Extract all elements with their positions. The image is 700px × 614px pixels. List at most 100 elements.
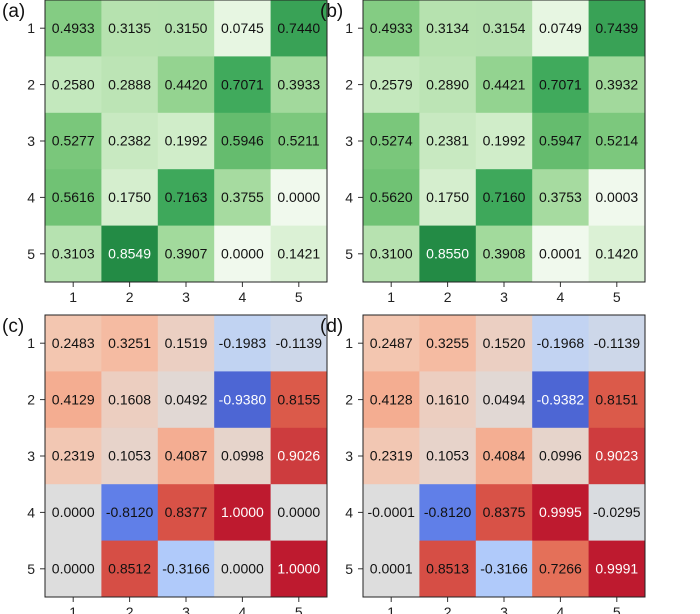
cell-value-label: 0.4087 — [165, 448, 208, 464]
heatmap-cell — [419, 56, 477, 114]
panel-label: (d) — [320, 316, 343, 337]
x-tick-label: 4 — [557, 289, 565, 305]
heatmap-cell — [363, 0, 420, 57]
cell-value-label: 0.2579 — [370, 76, 413, 92]
heatmap-cell — [475, 371, 533, 429]
cell-value-label: 0.3135 — [108, 20, 151, 36]
heatmap-frame — [44, 314, 328, 598]
heatmap-cell — [101, 484, 159, 542]
x-tick-label: 1 — [387, 289, 395, 305]
heatmap-frame — [44, 0, 328, 283]
heatmap-cell — [588, 225, 646, 283]
cell-value-label: 0.0494 — [483, 391, 526, 407]
heatmap-frame — [362, 0, 646, 283]
heatmap-cell — [214, 315, 272, 372]
heatmap-cell — [157, 371, 215, 429]
cell-value-label: 0.7160 — [483, 189, 526, 205]
cell-value-label: 0.4128 — [370, 391, 413, 407]
cell-value-label: 0.1053 — [108, 448, 151, 464]
cell-value-label: 0.1053 — [426, 448, 469, 464]
panel-label: (a) — [2, 1, 25, 22]
y-tick-label: 4 — [27, 189, 35, 205]
heatmap-cell — [270, 225, 328, 283]
heatmap-cell — [157, 225, 215, 283]
heatmap-cell — [45, 315, 102, 372]
heatmap-cell — [419, 169, 477, 227]
cell-value-label: 0.0000 — [277, 189, 320, 205]
heatmap-cell — [214, 371, 272, 429]
heatmap-cell — [45, 56, 102, 114]
heatmap-cell — [475, 112, 533, 170]
x-tick-label: 2 — [444, 289, 452, 305]
heatmap-cell — [101, 56, 159, 114]
cell-value-label: -0.8120 — [106, 504, 154, 520]
heatmap-cell — [214, 484, 272, 542]
heatmap-cell — [270, 371, 328, 429]
heatmap-cell — [101, 540, 159, 598]
cell-value-label: 1.0000 — [277, 561, 320, 577]
y-tick-label: 5 — [345, 561, 353, 577]
cell-value-label: 0.2382 — [108, 133, 151, 149]
cell-value-label: 0.2890 — [426, 76, 469, 92]
cell-value-label: 0.3753 — [539, 189, 582, 205]
heatmap-cell — [588, 56, 646, 114]
heatmap-cell — [363, 225, 420, 283]
y-tick-label: 3 — [27, 448, 35, 464]
heatmap-cell — [475, 0, 533, 57]
heatmap-cell — [532, 315, 590, 372]
cell-value-label: -0.9382 — [537, 391, 585, 407]
cell-value-label: -0.8120 — [424, 504, 472, 520]
cell-value-label: -0.9380 — [219, 391, 267, 407]
heatmap-cell — [588, 540, 646, 598]
y-tick-label: 5 — [27, 561, 35, 577]
heatmap-cell — [214, 56, 272, 114]
cell-value-label: 0.3100 — [370, 246, 413, 262]
cell-value-label: 0.3154 — [483, 20, 526, 36]
x-tick-label: 1 — [69, 289, 77, 305]
x-tick-label: 2 — [444, 604, 452, 614]
y-tick-label: 4 — [27, 504, 35, 520]
cell-value-label: 0.4933 — [370, 20, 413, 36]
cell-value-label: 0.1750 — [426, 189, 469, 205]
cell-value-label: 0.2381 — [426, 133, 469, 149]
heatmap-cell — [45, 112, 102, 170]
heatmap-cell — [363, 112, 420, 170]
y-tick-label: 1 — [27, 335, 35, 351]
cell-value-label: 0.1520 — [483, 335, 526, 351]
heatmap-cell — [419, 315, 477, 372]
heatmap-cell — [157, 56, 215, 114]
cell-value-label: 0.8550 — [426, 246, 469, 262]
cell-value-label: 0.3907 — [165, 246, 208, 262]
heatmap-panel-4: 0.2487 0.3255 0.1520 -0.1968 -0.1139 0.4128 0.… — [320, 314, 646, 614]
heatmap-cell — [270, 315, 328, 372]
heatmap-cell — [45, 225, 102, 283]
cell-value-label: 0.7071 — [221, 76, 264, 92]
cell-value-label: 0.8375 — [483, 504, 526, 520]
cell-value-label: 0.7440 — [277, 20, 320, 36]
cell-value-label: 0.3255 — [426, 335, 469, 351]
x-tick-label: 2 — [126, 604, 134, 614]
cell-value-label: 0.4420 — [165, 76, 208, 92]
heatmap-cell — [101, 371, 159, 429]
heatmap-cell — [363, 484, 420, 542]
cell-value-label: 0.7266 — [539, 561, 582, 577]
heatmap-cell — [532, 371, 590, 429]
y-tick-label: 2 — [27, 77, 35, 93]
heatmap-cell — [475, 225, 533, 283]
heatmap-cell — [270, 484, 328, 542]
panel-label: (b) — [320, 1, 343, 22]
cell-value-label: 0.2319 — [52, 448, 95, 464]
cell-value-label: 0.8513 — [426, 561, 469, 577]
heatmap-cell — [588, 169, 646, 227]
heatmap-cell — [532, 169, 590, 227]
heatmap-panel-2: 0.4933 0.3134 0.3154 0.0749 0.7439 0.2579 0.28… — [320, 0, 646, 305]
cell-value-label: -0.3166 — [162, 561, 210, 577]
heatmap-cell — [475, 427, 533, 485]
x-tick-label: 5 — [613, 604, 621, 614]
heatmap-cell — [363, 56, 420, 114]
cell-value-label: 0.1420 — [595, 246, 638, 262]
heatmap-cell — [45, 540, 102, 598]
x-tick-label: 5 — [295, 289, 303, 305]
heatmap-cell — [475, 540, 533, 598]
